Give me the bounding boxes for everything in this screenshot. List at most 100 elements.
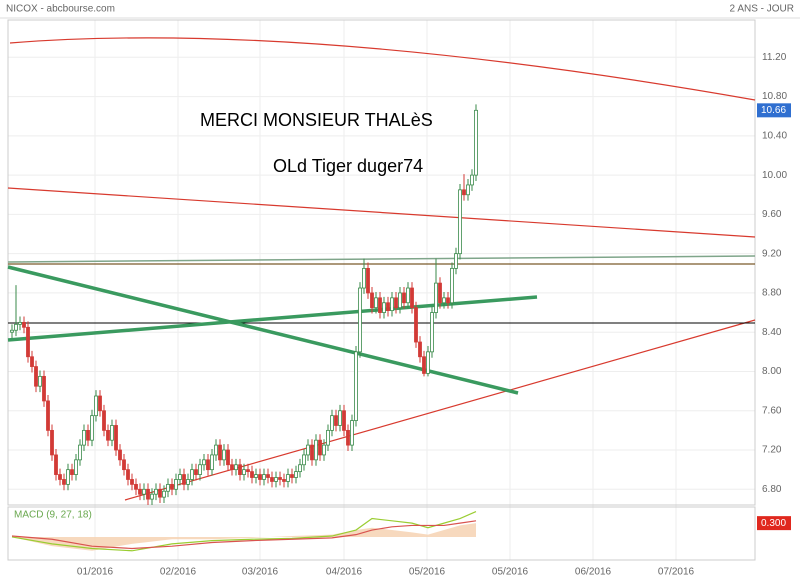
- candle-body: [58, 474, 62, 480]
- last-price: 10.66: [761, 105, 786, 116]
- candle-body: [402, 292, 406, 304]
- candle-body: [122, 459, 126, 471]
- candle-body: [214, 444, 218, 456]
- candle-body: [370, 292, 374, 309]
- candle-body: [22, 321, 26, 328]
- x-tick-label: 04/2016: [326, 567, 363, 578]
- candle-body: [130, 479, 134, 485]
- candle-body: [330, 415, 334, 431]
- candle-body: [66, 469, 70, 485]
- candle-body: [258, 474, 262, 480]
- y-tick-label: 10.40: [762, 130, 787, 141]
- x-tick-label: 05/2016: [492, 567, 529, 578]
- grid: [8, 20, 755, 560]
- candle-body: [314, 439, 318, 461]
- candle-body: [70, 469, 74, 475]
- candle-body: [114, 425, 118, 451]
- candle-body: [278, 477, 282, 480]
- candle-body: [462, 189, 466, 196]
- candle-body: [86, 429, 90, 441]
- candle-body: [446, 297, 450, 304]
- candle-body: [34, 366, 38, 387]
- candle-body: [218, 444, 222, 461]
- candle-body: [418, 341, 422, 358]
- trend-line: [124, 319, 756, 501]
- candle-body: [266, 474, 270, 478]
- level-line: [7, 255, 756, 263]
- trend-lines: [7, 37, 756, 501]
- candle-body: [242, 469, 246, 475]
- candle-body: [382, 302, 386, 313]
- candle-body: [250, 471, 254, 478]
- candle-body: [98, 395, 102, 412]
- candle-body: [222, 449, 226, 461]
- candle-body: [434, 282, 438, 313]
- candle-body: [62, 479, 66, 485]
- macd-histogram: [12, 523, 476, 551]
- candle-body: [454, 253, 458, 269]
- candle-body: [390, 297, 394, 312]
- candle-body: [18, 321, 22, 325]
- candle-body: [426, 351, 430, 374]
- candle-body: [270, 477, 274, 482]
- candle-body: [346, 429, 350, 446]
- source: NICOX - abcbourse.com: [6, 4, 115, 15]
- candle-body: [226, 449, 230, 466]
- macd-last-box: [757, 516, 791, 531]
- candle-body: [158, 488, 162, 498]
- candle-body: [398, 292, 402, 309]
- candle-body: [286, 474, 290, 482]
- candle-body: [422, 356, 426, 374]
- candle-body: [102, 410, 106, 431]
- candle-body: [82, 429, 86, 446]
- candle-body: [254, 474, 258, 478]
- candle-body: [46, 400, 50, 431]
- candle-body: [50, 429, 54, 456]
- candle-body: [358, 287, 362, 353]
- candle-body: [302, 454, 306, 466]
- candle-body: [30, 356, 34, 367]
- x-tick-label: 01/2016: [77, 567, 114, 578]
- candle-body: [290, 474, 294, 478]
- y-tick-label: 11.20: [762, 52, 787, 63]
- candle-body: [238, 464, 242, 475]
- period: 2 ANS - JOUR: [730, 4, 794, 15]
- candle-body: [190, 469, 194, 480]
- candle-body: [206, 459, 210, 471]
- candle-body: [374, 297, 378, 309]
- candle-body: [74, 459, 78, 475]
- trend-line: [7, 295, 538, 342]
- x-tick-label: 03/2016: [242, 567, 279, 578]
- candle-body: [230, 464, 234, 471]
- macd-frame: [7, 506, 756, 561]
- candle-body: [394, 297, 398, 309]
- candle-body: [246, 469, 250, 473]
- candle-body: [466, 184, 470, 196]
- candle-body: [162, 490, 166, 498]
- candle-body: [26, 326, 30, 358]
- y-tick-label: 10.00: [762, 170, 787, 181]
- y-tick-label: 8.00: [762, 366, 782, 377]
- macd-line: [11, 520, 477, 550]
- candle-body: [298, 464, 302, 473]
- y-tick-label: 7.20: [762, 445, 782, 456]
- candle-body: [322, 444, 326, 456]
- y-tick-label: 9.60: [762, 209, 782, 220]
- candle-body: [262, 474, 266, 480]
- candle-body: [438, 282, 442, 304]
- candle-body: [142, 488, 146, 495]
- candle-body: [458, 189, 462, 255]
- x-tick-label: 02/2016: [160, 567, 197, 578]
- candle-body: [326, 429, 330, 446]
- candle-body: [42, 375, 46, 402]
- candle-body: [194, 469, 198, 475]
- trend-curve: [9, 37, 756, 101]
- candle-body: [154, 488, 158, 495]
- candle-body: [178, 474, 182, 480]
- candle-body: [134, 483, 138, 490]
- candle-body: [362, 267, 366, 289]
- candle-body: [414, 307, 418, 343]
- candle-body: [146, 488, 150, 500]
- candle-body: [470, 174, 474, 186]
- candle-body: [282, 479, 286, 482]
